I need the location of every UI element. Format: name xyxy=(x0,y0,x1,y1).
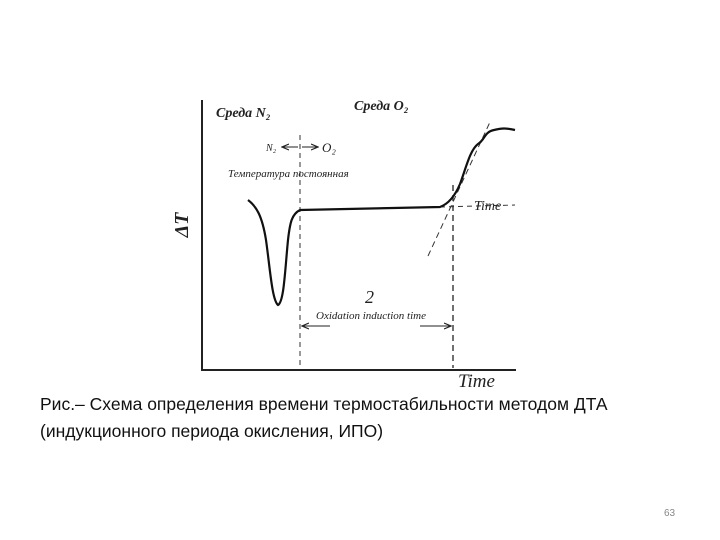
page-number: 63 xyxy=(664,508,676,519)
switch-from: N₂ xyxy=(265,143,277,154)
y-axis-label: ΔT xyxy=(171,212,193,239)
dta-curve xyxy=(247,127,516,307)
interval-label: Oxidation induction time xyxy=(316,310,426,322)
interval-number: 2 xyxy=(365,287,374,307)
caption-line: Рис.– Схема определения времени термоста… xyxy=(40,394,608,414)
x-axis-label-right: Time xyxy=(474,199,501,214)
env-o2: Среда O₂ xyxy=(354,99,409,114)
baseline-extension xyxy=(439,204,516,208)
env-n2: Среда N₂ xyxy=(216,106,271,121)
tangent-line xyxy=(427,121,491,257)
isothermal-label: Температура постоянная xyxy=(228,168,349,180)
caption-line: (индукционного периода окисления, ИПО) xyxy=(40,421,384,441)
switch-to: O₂ xyxy=(322,140,336,155)
x-axis-label: Time xyxy=(458,371,495,392)
